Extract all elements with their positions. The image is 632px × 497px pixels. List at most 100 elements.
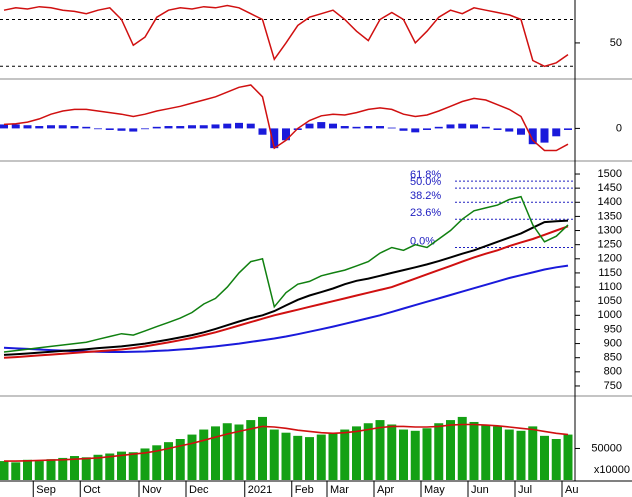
macd-histogram-bar <box>176 126 185 129</box>
macd-histogram-bar <box>211 124 220 129</box>
y-tick-label: 1100 <box>598 281 622 293</box>
volume-bar <box>375 420 385 480</box>
y-tick-label: 1450 <box>598 182 622 194</box>
volume-bar <box>117 451 126 480</box>
y-tick-label: 50 <box>610 37 622 49</box>
macd-histogram-bar <box>141 128 149 130</box>
volume-bar <box>175 439 185 480</box>
volume-bar <box>93 454 103 480</box>
macd-histogram-bar <box>164 126 173 129</box>
macd-histogram-bar <box>434 126 443 129</box>
x-tick-label: Mar <box>330 484 349 496</box>
macd-histogram-bar <box>517 128 525 135</box>
volume-bar <box>222 423 232 480</box>
y-tick-label: 850 <box>604 352 622 364</box>
macd-histogram-bar <box>493 128 502 130</box>
volume-bar <box>11 462 21 480</box>
volume-bar <box>258 416 267 480</box>
volume-bar <box>457 416 467 480</box>
macd-histogram-bar <box>82 126 91 129</box>
macd-histogram-bar <box>387 127 396 129</box>
macd-histogram-bar <box>411 128 420 133</box>
volume-bar <box>246 420 256 480</box>
volume-bar <box>281 432 291 480</box>
x-tick-label: 2021 <box>248 484 272 496</box>
macd-histogram-bar <box>11 124 20 129</box>
x-tick-label: Jun <box>471 484 489 496</box>
volume-bar <box>387 424 397 480</box>
macd-histogram-bar <box>70 126 79 129</box>
volume-bar <box>199 429 209 480</box>
series-line <box>3 4 569 68</box>
x-tick-label: Feb <box>295 484 314 496</box>
y-tick-label: 1250 <box>598 239 622 251</box>
volume-bar <box>399 429 408 480</box>
macd-histogram-bar <box>129 128 138 132</box>
fib-label: 38.2% <box>410 190 441 202</box>
y-tick-label: 1500 <box>598 168 622 180</box>
y-tick-label: 50000 <box>591 442 622 454</box>
x-tick-label: Apr <box>377 484 394 496</box>
macd-histogram-bar <box>528 128 537 145</box>
volume-bar <box>446 420 455 480</box>
volume-bar <box>140 448 150 480</box>
volume-bar <box>422 428 432 480</box>
macd-histogram-bar <box>552 128 561 137</box>
series-line <box>3 195 569 353</box>
x-tick-label: Dec <box>189 484 209 496</box>
y-tick-label: 1400 <box>598 196 622 208</box>
macd-histogram-bar <box>481 126 490 129</box>
unit-label: x10000 <box>594 464 630 476</box>
series-line <box>3 219 569 356</box>
volume-bar <box>211 426 220 480</box>
volume-bar <box>0 461 9 480</box>
macd-histogram-bar <box>0 124 8 129</box>
volume-bar <box>164 442 173 480</box>
x-tick-label: Sep <box>36 484 56 496</box>
macd-histogram-bar <box>446 124 455 129</box>
volume-bar <box>58 457 68 480</box>
volume-bar <box>363 423 373 480</box>
fib-label: 61.8% <box>410 169 441 181</box>
series-line <box>4 423 569 462</box>
volume-bar <box>340 429 350 480</box>
macd-histogram-bar <box>152 126 161 129</box>
macd-histogram-bar <box>223 123 232 129</box>
y-tick-label: 1150 <box>598 267 622 279</box>
volume-bar <box>234 424 244 480</box>
macd-histogram-bar <box>58 125 67 129</box>
macd-histogram-bar <box>94 128 102 130</box>
fib-label: 23.6% <box>410 207 441 219</box>
macd-histogram-bar <box>376 126 384 129</box>
macd-histogram-bar <box>117 128 126 131</box>
y-tick-label: 800 <box>604 366 622 378</box>
macd-histogram-bar <box>305 123 314 129</box>
macd-histogram-bar <box>352 126 361 129</box>
x-tick-label: Au <box>565 484 578 496</box>
macd-histogram-bar <box>282 128 290 141</box>
macd-histogram-bar <box>199 125 208 129</box>
volume-bar <box>316 434 326 480</box>
x-tick-label: Nov <box>142 484 162 496</box>
volume-bar <box>540 435 549 480</box>
series-line <box>3 225 569 359</box>
volume-bar <box>81 457 91 480</box>
macd-histogram-bar <box>23 125 32 129</box>
x-tick-label: Jul <box>518 484 532 496</box>
y-tick-label: 0 <box>616 122 622 134</box>
volume-bar <box>152 445 162 480</box>
macd-histogram-bar <box>47 125 55 129</box>
volume-bar <box>269 429 279 480</box>
macd-histogram-bar <box>258 128 267 135</box>
volume-bar <box>410 430 420 480</box>
volume-bar <box>128 452 138 480</box>
volume-bar <box>305 437 314 480</box>
macd-histogram-bar <box>340 126 349 129</box>
volume-bar <box>105 453 115 480</box>
volume-bar <box>481 424 491 480</box>
y-tick-label: 1000 <box>598 309 622 321</box>
volume-bar <box>328 432 338 480</box>
volume-bar <box>551 439 561 480</box>
